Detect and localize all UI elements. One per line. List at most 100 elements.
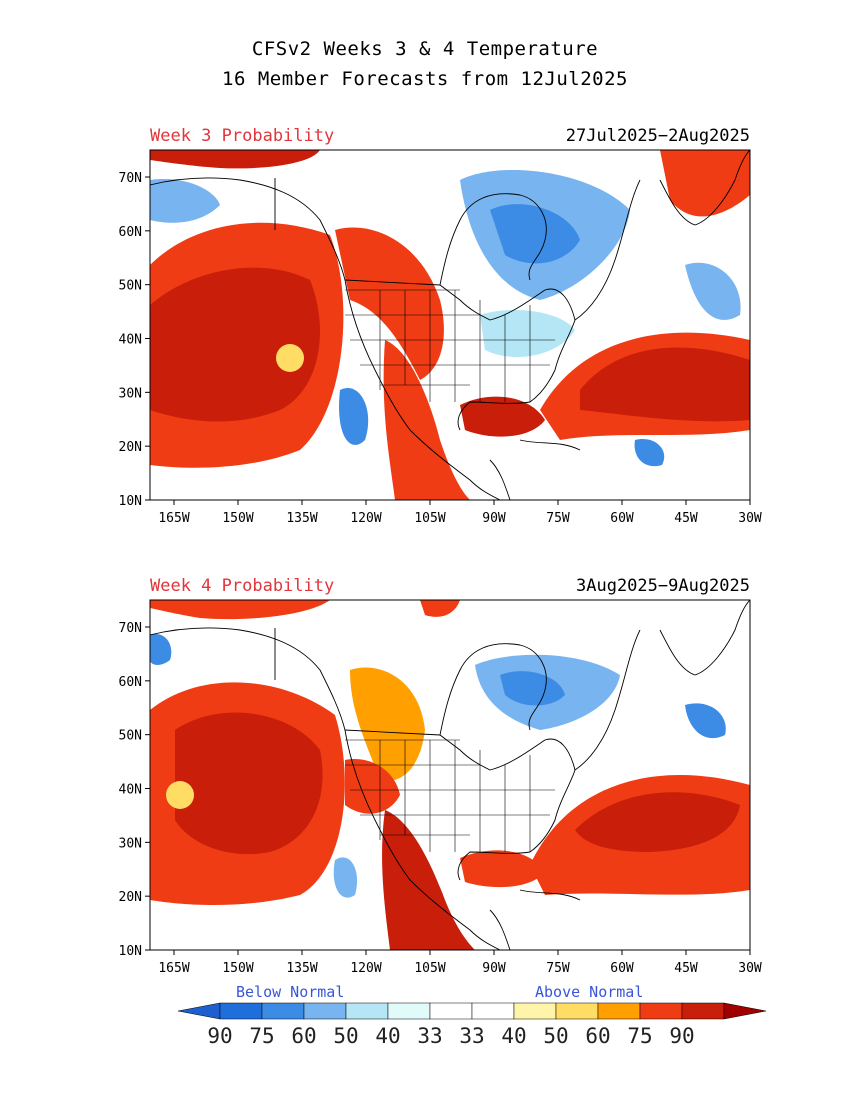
warm-anomaly-atlantic-core [575,792,740,852]
cold-anomaly-eastern-pacific [339,388,369,445]
cold-anomaly-atlantic [685,262,741,320]
warm-anomaly-bering [150,150,320,169]
legend-swatch [429,1002,473,1020]
below-normal-label: Below Normal [236,983,345,1001]
cold-anomaly-tropical-atlantic [634,439,665,467]
lon-tick-label: 75W [546,511,570,526]
lon-tick-label: 150W [222,961,253,976]
lon-tick-label: 120W [350,511,381,526]
week4-label: Week 4 Probability [150,576,335,596]
lat-tick-label: 60N [119,225,142,240]
week3-dates: 27Jul2025−2Aug2025 [565,126,750,146]
week4-dates: 3Aug2025−9Aug2025 [576,576,750,596]
lon-tick-label: 90W [482,511,506,526]
legend-swatch [555,1002,599,1020]
legend-swatch [639,1002,683,1020]
legend-swatch [387,1002,431,1020]
cold-anomaly-hudson-bay-core [490,204,580,264]
warm-anomaly-northwest-us [345,759,400,814]
lat-tick-label: 10N [119,944,142,959]
lon-tick-label: 90W [482,961,506,976]
legend-value: 90 [669,1024,694,1048]
legend-value: 75 [627,1024,652,1048]
warm-anomaly-bering [150,600,330,620]
lon-tick-label: 120W [350,961,381,976]
legend-swatch [513,1002,557,1020]
lat-tick-label: 40N [119,333,142,348]
cold-anomaly-alaska [150,179,220,223]
lon-tick-label: 60W [610,511,634,526]
legend-swatch [261,1002,305,1020]
warm-anomaly-pacific-core [175,712,323,855]
cold-anomaly-alaska [150,634,172,665]
legend-value: 75 [249,1024,274,1048]
week3-label: Week 3 Probability [150,126,335,146]
legend-high-arrow [723,1002,767,1020]
week3-probability-map: 70N 60N 50N 40N 30N 20N 10N 165W 150W 135W 120W 105… [119,149,762,526]
legend-swatch [597,1002,641,1020]
warm-pocket [276,344,304,372]
lon-tick-label: 105W [414,961,445,976]
above-normal-label: Above Normal [535,983,644,1001]
lat-tick-label: 20N [119,440,142,455]
warm-anomaly-arctic [420,600,460,617]
lat-tick-label: 30N [119,836,142,851]
legend-swatch [303,1002,347,1020]
week3-axes: 70N 60N 50N 40N 30N 20N 10N 165W 150W 135W 120W 105… [119,171,762,526]
lon-tick-label: 60W [610,961,634,976]
coastlines [150,150,750,500]
lon-tick-label: 30W [738,961,762,976]
lon-tick-label: 150W [222,511,253,526]
warm-pocket [166,781,194,809]
coastlines [150,600,750,950]
legend-low-arrow [177,1002,221,1020]
legend-value: 40 [501,1024,526,1048]
lat-tick-label: 70N [119,171,142,186]
warm-anomaly-mexico [382,810,475,950]
lat-tick-label: 50N [119,279,142,294]
legend-value: 40 [375,1024,400,1048]
legend-swatch [681,1002,725,1020]
legend-value: 33 [417,1024,442,1048]
lat-tick-label: 10N [119,494,142,509]
chart-title: CFSv2 Weeks 3 & 4 Temperature [251,38,599,60]
lon-tick-label: 45W [674,961,698,976]
legend-value: 90 [207,1024,232,1048]
warm-anomaly-greenland [660,150,750,217]
lon-tick-label: 135W [286,961,317,976]
warm-anomaly-western-canada [335,227,444,380]
lat-tick-label: 70N [119,621,142,636]
legend-swatch [471,1002,515,1020]
lon-tick-label: 30W [738,511,762,526]
legend-value: 50 [543,1024,568,1048]
lon-tick-label: 45W [674,511,698,526]
legend-value: 33 [459,1024,484,1048]
probability-color-legend: 90 75 60 50 40 33 33 40 50 60 75 90 [177,1002,767,1048]
legend-value: 60 [585,1024,610,1048]
warm-anomaly-western-canada [350,667,425,781]
cold-anomaly-eastern-pacific [333,857,358,898]
warm-anomaly-pacific-core [150,267,320,422]
lat-tick-label: 50N [119,729,142,744]
lon-tick-label: 165W [158,961,189,976]
lon-tick-label: 75W [546,961,570,976]
chart-subtitle: 16 Member Forecasts from 12Jul2025 [222,68,628,90]
us-state-borders [345,739,555,852]
warm-anomaly-atlantic-core [580,347,750,422]
warm-anomaly-gulf [460,396,545,437]
lon-tick-label: 105W [414,511,445,526]
legend-value: 60 [291,1024,316,1048]
lat-tick-label: 40N [119,783,142,798]
legend-swatch [219,1002,263,1020]
legend-swatch [345,1002,389,1020]
cold-anomaly-great-lakes [480,310,575,358]
warm-anomaly-gulf [460,850,545,888]
legend-value: 50 [333,1024,358,1048]
lat-tick-label: 20N [119,890,142,905]
cold-anomaly-hudson-bay-core [500,671,565,706]
lat-tick-label: 30N [119,386,142,401]
us-state-borders [345,289,555,402]
lon-tick-label: 165W [158,511,189,526]
lon-tick-label: 135W [286,511,317,526]
week4-probability-map: 70N 60N 50N 40N 30N 20N 10N 165W 150W 135W 120W 105… [119,599,762,976]
